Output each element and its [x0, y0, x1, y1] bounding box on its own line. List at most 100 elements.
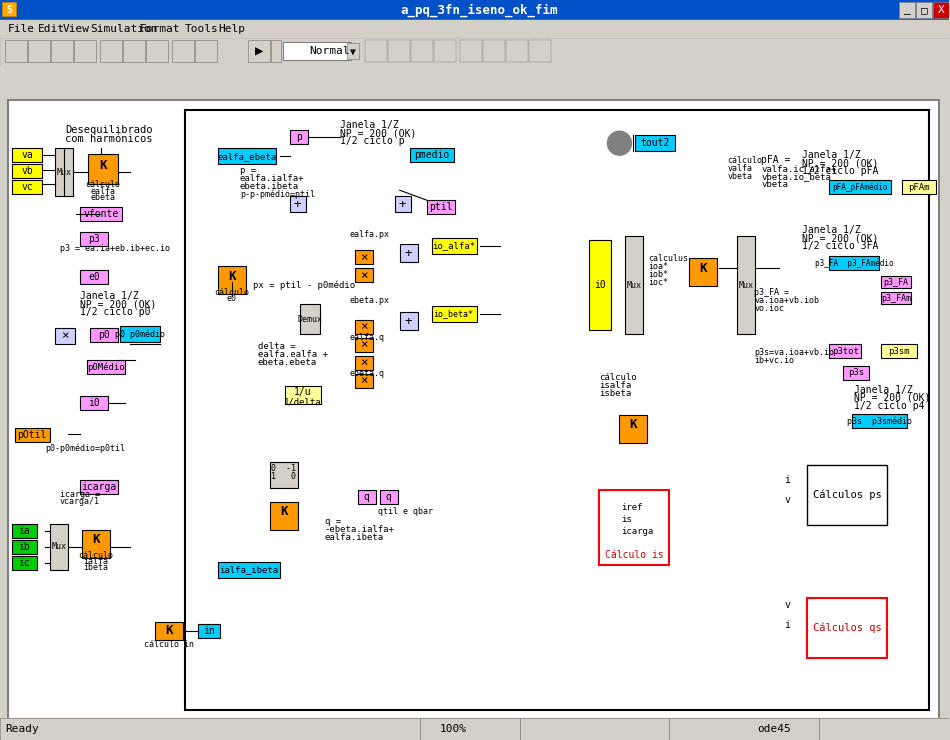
Bar — [290, 130, 308, 144]
Bar — [12, 148, 42, 162]
Bar — [483, 40, 504, 62]
Text: ia: ia — [18, 526, 29, 536]
Bar — [400, 312, 418, 330]
Text: ▶: ▶ — [255, 44, 263, 58]
Text: vo.ioc: vo.ioc — [754, 303, 785, 312]
Bar — [636, 135, 675, 151]
Text: Desequilibrado: Desequilibrado — [65, 125, 152, 135]
Text: io_alfa*: io_alfa* — [432, 242, 475, 251]
Text: NP = 200 (OK): NP = 200 (OK) — [803, 158, 879, 168]
Text: i: i — [785, 620, 790, 630]
Bar — [625, 236, 643, 334]
Bar — [819, 718, 949, 740]
Text: File: File — [8, 24, 35, 34]
Text: p3s  p3smédio: p3s p3smédio — [846, 416, 912, 426]
Text: delta =: delta = — [257, 342, 295, 351]
Bar — [80, 396, 108, 410]
Text: cálculo: cálculo — [215, 288, 249, 297]
Text: valfa: valfa — [728, 164, 752, 172]
Text: ioa*: ioa* — [649, 262, 669, 271]
Text: ealfa.ealfa +: ealfa.ealfa + — [257, 349, 328, 358]
Bar — [829, 180, 891, 194]
Text: ode45: ode45 — [757, 724, 791, 733]
Bar — [283, 42, 351, 60]
Text: va: va — [21, 150, 33, 160]
Text: Ready: Ready — [5, 724, 39, 733]
Bar — [0, 0, 949, 20]
Text: ealfa.ialfa+: ealfa.ialfa+ — [239, 174, 304, 183]
Text: p0: p0 — [98, 330, 110, 340]
Text: p3_FA: p3_FA — [884, 278, 909, 286]
Text: 100%: 100% — [440, 724, 466, 733]
Bar — [5, 40, 27, 62]
Text: NP = 200 (OK): NP = 200 (OK) — [80, 299, 157, 309]
Text: □: □ — [921, 5, 927, 16]
Text: qtil e qbar: qtil e qbar — [378, 508, 432, 517]
Text: 1/2 ciclo p: 1/2 ciclo p — [340, 136, 405, 147]
Text: v: v — [785, 495, 790, 505]
Text: cálculo: cálculo — [599, 374, 637, 383]
Text: i: i — [785, 475, 790, 485]
Bar — [619, 415, 647, 443]
Text: X: X — [938, 5, 944, 16]
Text: p3: p3 — [88, 234, 100, 244]
Text: 1/2 ciclo p4: 1/2 ciclo p4 — [854, 401, 924, 411]
Text: K: K — [99, 158, 106, 172]
Bar — [12, 524, 37, 538]
Bar — [300, 304, 320, 334]
Bar — [28, 40, 50, 62]
Text: ×: × — [360, 374, 368, 388]
Text: icarga =: icarga = — [60, 491, 100, 500]
Text: pFAm: pFAm — [908, 183, 930, 192]
Bar — [882, 276, 911, 288]
Text: NP = 200 (OK): NP = 200 (OK) — [340, 128, 416, 138]
Text: Janela 1/Z: Janela 1/Z — [803, 150, 861, 160]
Text: ib: ib — [18, 542, 29, 552]
Text: K: K — [228, 269, 236, 283]
Text: +: + — [405, 246, 412, 260]
Text: i0: i0 — [88, 398, 100, 408]
Bar — [12, 556, 37, 570]
Text: K: K — [165, 625, 173, 637]
Bar — [270, 462, 297, 488]
Bar — [808, 598, 887, 658]
Text: Demux: Demux — [297, 314, 322, 323]
Bar — [12, 540, 37, 554]
Bar — [55, 328, 75, 344]
Bar — [0, 38, 949, 67]
Text: ealfa.q: ealfa.q — [350, 332, 385, 342]
Bar — [15, 428, 50, 442]
Text: ebeta: ebeta — [90, 192, 115, 202]
Bar — [354, 250, 372, 264]
Text: ibeta: ibeta — [84, 563, 108, 572]
Bar — [80, 480, 118, 494]
Text: p: p — [295, 132, 302, 142]
Text: ×: × — [360, 357, 368, 369]
Text: Mux: Mux — [56, 168, 71, 177]
Text: 1   0: 1 0 — [272, 472, 296, 482]
Bar — [74, 40, 96, 62]
Bar — [347, 44, 359, 59]
Text: p0 p0médio: p0 p0médio — [115, 329, 165, 339]
Text: pFA_pFAmédio: pFA_pFAmédio — [832, 183, 888, 192]
Text: 1/2 ciclo 3FA: 1/2 ciclo 3FA — [803, 241, 879, 251]
Bar — [431, 306, 477, 322]
Text: ebeta.px: ebeta.px — [350, 295, 389, 305]
Bar — [90, 328, 118, 342]
Bar — [0, 20, 949, 38]
Text: Normal: Normal — [310, 47, 351, 56]
Bar — [420, 718, 520, 740]
Bar — [120, 326, 160, 342]
Text: Tools: Tools — [185, 24, 218, 34]
Text: Mux: Mux — [739, 280, 754, 289]
Text: is: is — [621, 515, 632, 525]
Text: ealfa.ibeta: ealfa.ibeta — [325, 534, 384, 542]
Bar — [155, 622, 182, 640]
Text: ebeta.q: ebeta.q — [350, 369, 385, 378]
Text: p3_FAm: p3_FAm — [882, 294, 911, 303]
Bar — [852, 414, 907, 428]
Bar — [354, 338, 372, 352]
Text: px = ptil - p0médio: px = ptil - p0médio — [253, 280, 355, 290]
Bar — [433, 40, 456, 62]
Bar — [123, 40, 144, 62]
